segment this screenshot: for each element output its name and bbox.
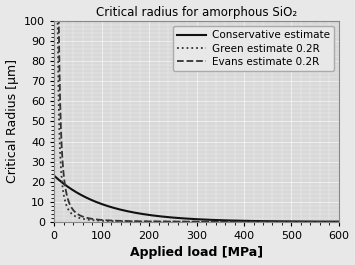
Line: Green estimate 0.2R: Green estimate 0.2R: [55, 21, 339, 222]
Conservative estimate: [53, 175, 57, 178]
Evans estimate 0.2R: [174, 220, 178, 223]
Green estimate 0.2R: [331, 220, 335, 223]
Conservative estimate: [301, 220, 305, 223]
Green estimate 0.2R: [337, 220, 341, 223]
Evans estimate 0.2R: [337, 220, 341, 223]
Conservative estimate: [337, 220, 341, 223]
Green estimate 0.2R: [162, 220, 166, 223]
Line: Evans estimate 0.2R: Evans estimate 0.2R: [55, 21, 339, 222]
Green estimate 0.2R: [85, 218, 89, 221]
Green estimate 0.2R: [53, 20, 57, 23]
Evans estimate 0.2R: [85, 216, 89, 219]
X-axis label: Applied load [MPa]: Applied load [MPa]: [130, 246, 263, 259]
Evans estimate 0.2R: [162, 220, 166, 223]
Y-axis label: Critical Radius [µm]: Critical Radius [µm]: [6, 59, 18, 183]
Conservative estimate: [174, 216, 178, 219]
Evans estimate 0.2R: [102, 219, 106, 222]
Evans estimate 0.2R: [331, 220, 335, 223]
Green estimate 0.2R: [301, 220, 305, 223]
Conservative estimate: [102, 203, 106, 206]
Green estimate 0.2R: [174, 220, 178, 223]
Conservative estimate: [162, 215, 166, 218]
Title: Critical radius for amorphous SiO₂: Critical radius for amorphous SiO₂: [96, 6, 297, 19]
Conservative estimate: [85, 196, 89, 200]
Green estimate 0.2R: [102, 219, 106, 222]
Conservative estimate: [331, 220, 335, 223]
Evans estimate 0.2R: [53, 20, 57, 23]
Evans estimate 0.2R: [301, 220, 305, 223]
Line: Conservative estimate: Conservative estimate: [55, 176, 339, 222]
Legend: Conservative estimate, Green estimate 0.2R, Evans estimate 0.2R: Conservative estimate, Green estimate 0.…: [173, 26, 334, 71]
